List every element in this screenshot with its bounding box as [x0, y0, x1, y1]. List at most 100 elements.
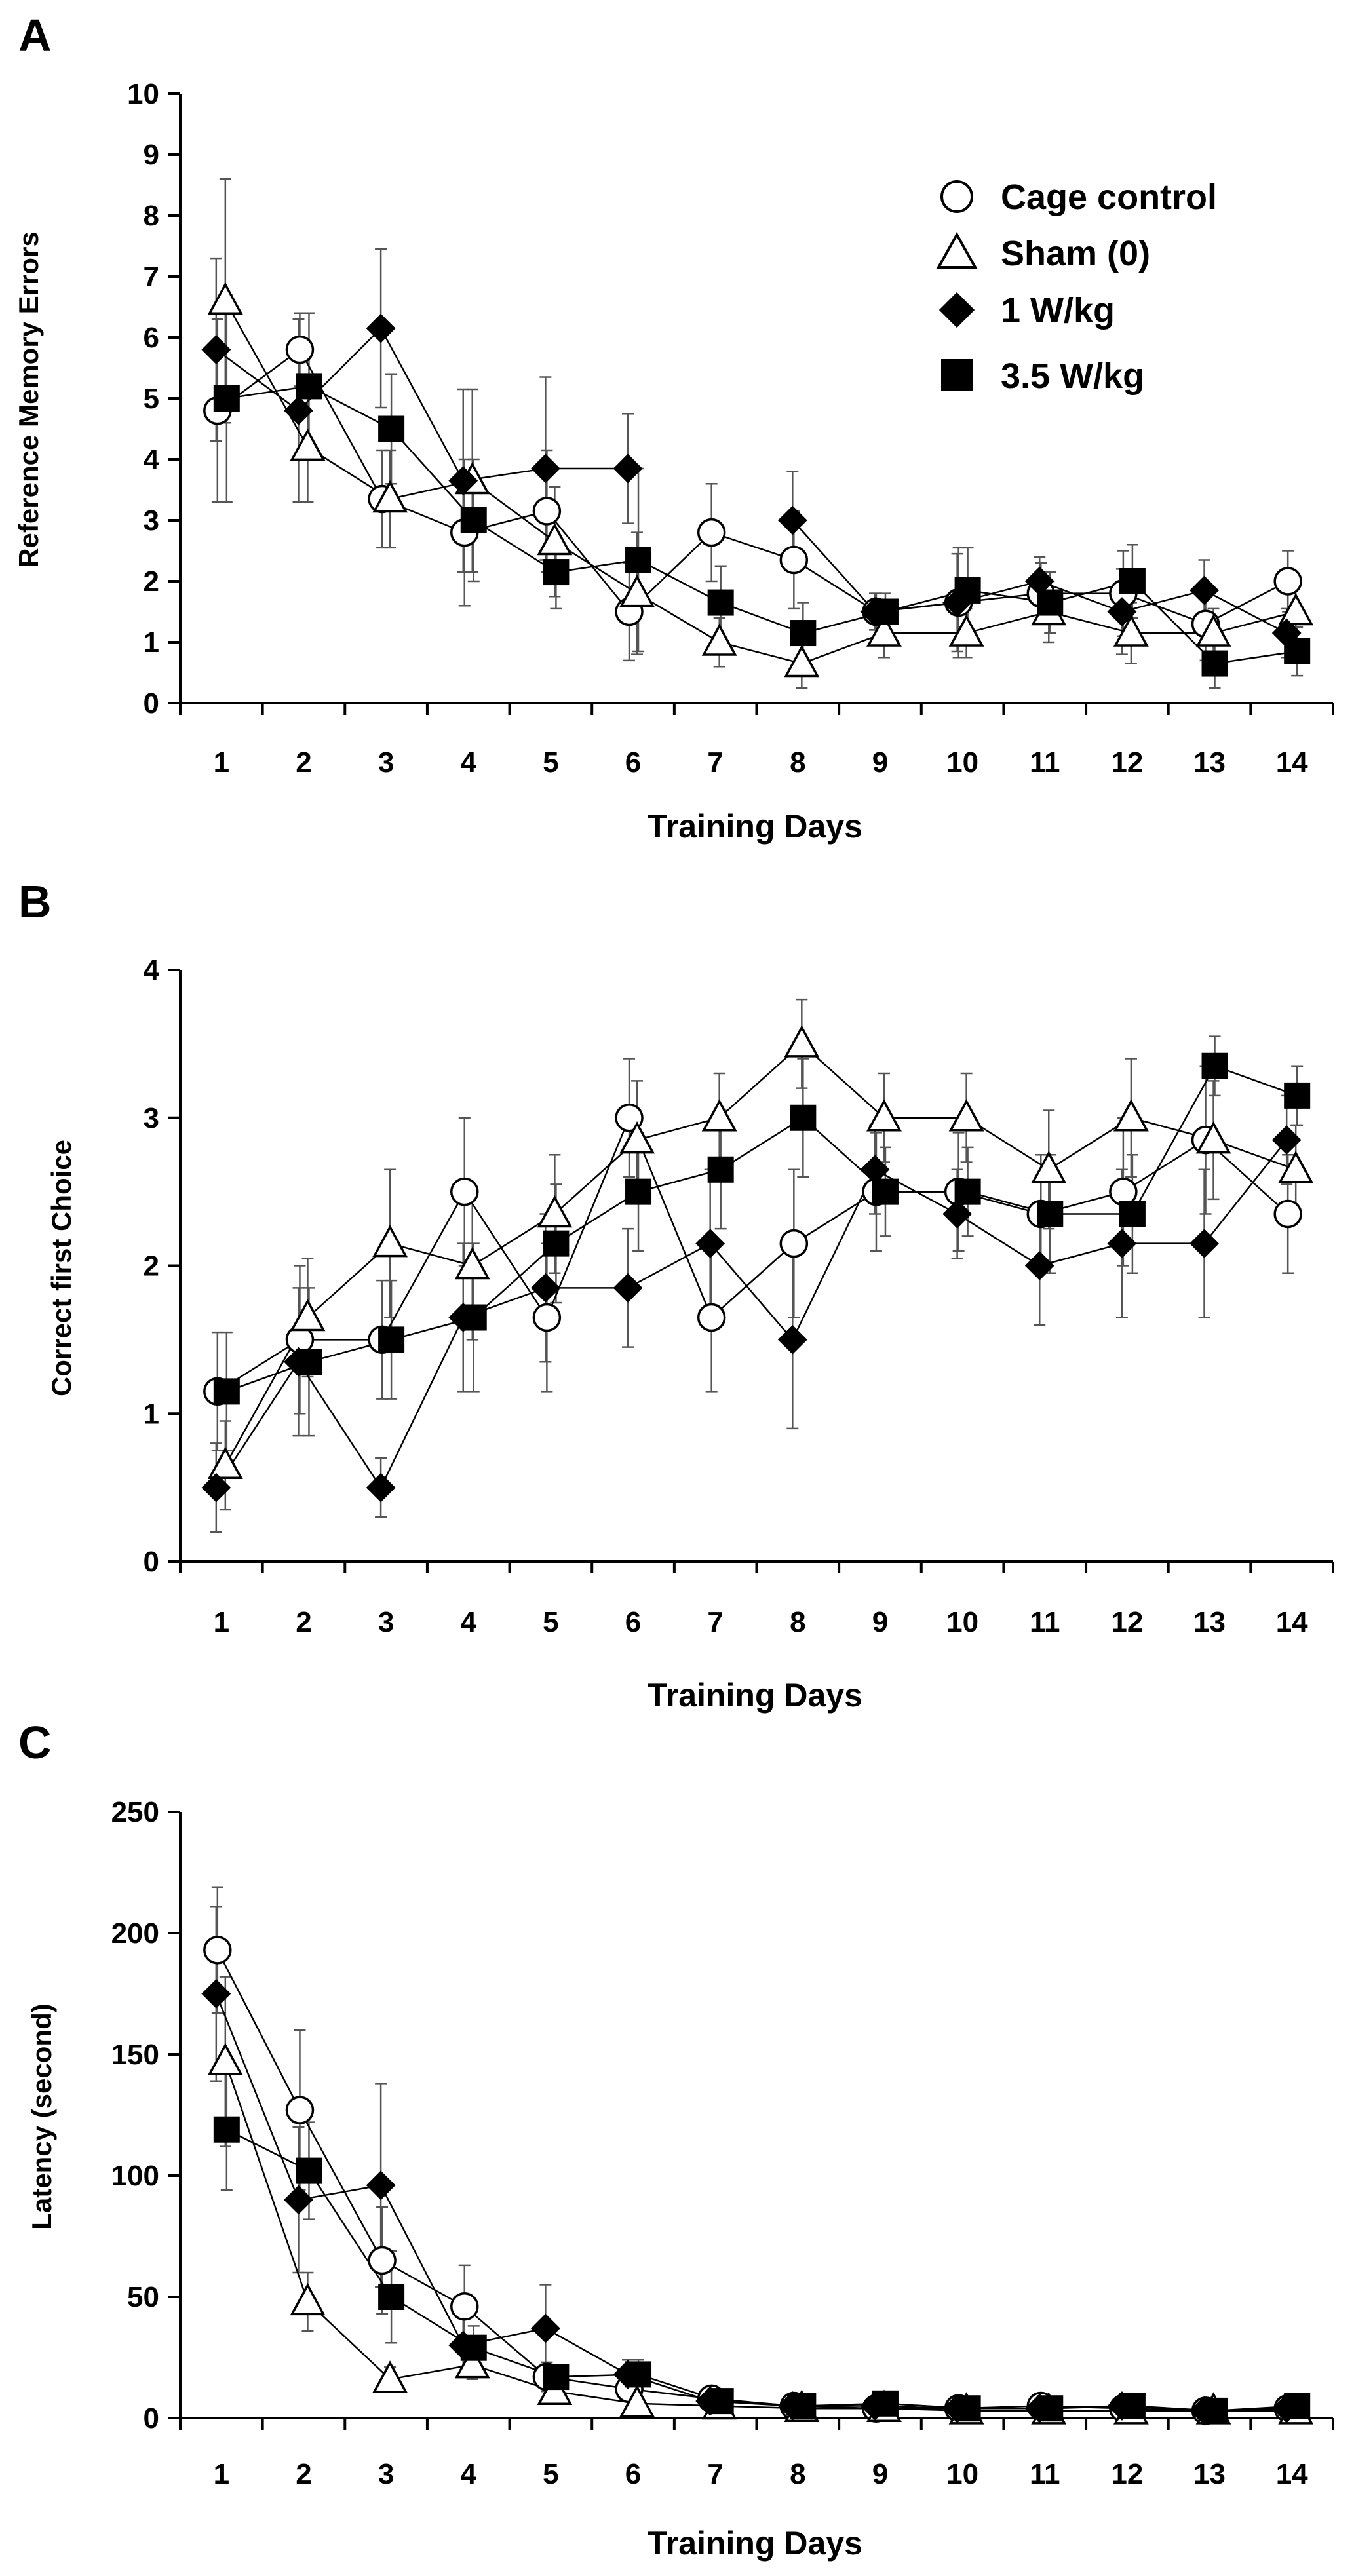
- panel-c-letter: C: [18, 1717, 52, 1768]
- data-point-cage-control: [1273, 567, 1302, 596]
- x-tick-label: 12: [1111, 2458, 1143, 2490]
- panel-a-x-axis-title: Training Days: [648, 808, 862, 845]
- x-tick-label: 12: [1111, 746, 1143, 779]
- x-tick-label: 13: [1193, 2458, 1226, 2490]
- x-tick-label: 3: [378, 1606, 394, 1638]
- y-tick-label: 1: [144, 1398, 159, 1430]
- x-tick-label: 8: [790, 746, 805, 779]
- panel-c-plot-area: [201, 1886, 1314, 2426]
- y-tick-label: 2: [144, 1250, 159, 1282]
- x-tick-label: 5: [543, 1606, 558, 1638]
- series-line-sham-0: [224, 300, 1296, 664]
- data-point-sham-0: [701, 1099, 737, 1132]
- legend-marker-circle: [940, 180, 973, 213]
- data-point-sham-0: [784, 644, 820, 678]
- data-point-sham-0: [1278, 1151, 1314, 1183]
- data-point-1-w-kg: [284, 2185, 313, 2215]
- y-tick-label: 250: [111, 1796, 159, 1828]
- data-point-3-5-w-kg: [1201, 2397, 1228, 2424]
- data-point-sham-0: [619, 574, 655, 607]
- x-tick-label: 3: [378, 2458, 394, 2490]
- data-point-sham-0: [537, 522, 573, 556]
- legend-label-cage-control: Cage control: [1001, 178, 1217, 217]
- panel-c-x-ticks: 1 2 3 4 5 6 7 8 9 10 11 12 13 14: [179, 2418, 1334, 2490]
- data-point-3-5-w-kg: [872, 2390, 899, 2417]
- data-point-3-5-w-kg: [1037, 2395, 1064, 2422]
- x-tick-label: 8: [790, 1606, 805, 1638]
- data-point-1-w-kg: [613, 1273, 643, 1303]
- data-point-sham-0: [290, 428, 326, 461]
- data-point-sham-0: [866, 614, 902, 647]
- data-point-sham-0: [372, 2360, 408, 2393]
- legend-label-1wkg: 1 W/kg: [1001, 291, 1115, 330]
- data-point-3-5-w-kg: [213, 385, 240, 412]
- y-tick-label: 50: [127, 2281, 159, 2313]
- x-tick-label: 10: [946, 1606, 978, 1638]
- data-point-3-5-w-kg: [1119, 568, 1146, 594]
- data-point-3-5-w-kg: [460, 1304, 487, 1331]
- data-point-sham-0: [1031, 1151, 1067, 1183]
- series-markers: [201, 1936, 1314, 2426]
- data-point-sham-0: [207, 1446, 243, 1480]
- data-point-3-5-w-kg: [872, 598, 899, 625]
- panel-b-y-axis-title: Correct first Choice: [46, 1140, 77, 1396]
- x-tick-label: 6: [625, 1606, 641, 1638]
- data-point-3-5-w-kg: [707, 589, 734, 616]
- x-tick-label: 7: [707, 746, 723, 779]
- data-point-3-5-w-kg: [296, 1349, 322, 1375]
- data-point-3-5-w-kg: [1284, 1082, 1311, 1109]
- data-point-cage-control: [697, 518, 726, 547]
- panel-a-y-ticks: 0 1 2 3 4 5 6 7 8 9 10: [127, 78, 180, 720]
- data-point-sham-0: [1113, 1099, 1149, 1132]
- data-point-3-5-w-kg: [625, 2361, 652, 2388]
- y-tick-label: 10: [127, 78, 159, 110]
- legend: Cage control Sham (0) 1 W/kg 3.5 W/kg: [936, 178, 1217, 396]
- data-point-1-w-kg: [1190, 575, 1219, 606]
- data-point-sham-0: [784, 1025, 820, 1058]
- data-point-3-5-w-kg: [1284, 2393, 1311, 2419]
- data-point-3-5-w-kg: [872, 1178, 899, 1205]
- panel-b-x-axis-title: Training Days: [648, 1677, 862, 1714]
- data-point-3-5-w-kg: [543, 559, 570, 586]
- legend-item-1wkg: 1 W/kg: [938, 291, 1115, 330]
- data-point-3-5-w-kg: [1037, 589, 1064, 616]
- series-line-1-w-kg: [215, 1139, 1288, 1490]
- data-point-sham-0: [619, 2385, 655, 2417]
- x-tick-label: 14: [1276, 1606, 1308, 1638]
- data-point-cage-control: [1273, 1199, 1302, 1229]
- data-point-3-5-w-kg: [460, 2334, 487, 2361]
- y-tick-label: 7: [144, 261, 159, 293]
- data-point-3-5-w-kg: [707, 1156, 734, 1183]
- y-tick-label: 8: [144, 200, 159, 232]
- data-point-3-5-w-kg: [625, 547, 652, 573]
- x-tick-label: 13: [1193, 746, 1226, 779]
- data-point-sham-0: [372, 1224, 408, 1258]
- data-point-cage-control: [368, 2246, 397, 2275]
- data-point-1-w-kg: [366, 1472, 396, 1503]
- y-tick-label: 0: [144, 1546, 159, 1578]
- data-point-1-w-kg: [201, 1472, 231, 1503]
- data-point-1-w-kg: [1107, 1229, 1137, 1259]
- x-tick-label: 5: [543, 2458, 558, 2490]
- data-point-3-5-w-kg: [790, 1104, 817, 1131]
- x-tick-label: 13: [1193, 1606, 1226, 1638]
- series-markers: [201, 1025, 1314, 1503]
- x-tick-label: 7: [707, 1606, 723, 1638]
- legend-marker-triangle: [936, 231, 978, 269]
- data-point-sham-0: [1195, 1121, 1231, 1154]
- y-tick-label: 6: [144, 322, 159, 354]
- x-tick-label: 7: [707, 2458, 723, 2490]
- data-point-1-w-kg: [530, 2313, 560, 2343]
- data-point-3-5-w-kg: [954, 1178, 981, 1205]
- x-tick-label: 11: [1030, 2458, 1060, 2490]
- panel-a-x-ticks: 1 2 3 4 5 6 7 8 9 10 11 12 13 14: [179, 703, 1334, 779]
- y-tick-label: 4: [144, 954, 160, 986]
- x-tick-label: 5: [543, 746, 558, 779]
- data-point-3-5-w-kg: [1201, 1052, 1228, 1079]
- y-tick-label: 150: [111, 2039, 159, 2071]
- data-point-3-5-w-kg: [1119, 1201, 1146, 1227]
- data-point-3-5-w-kg: [1037, 1201, 1064, 1227]
- data-point-sham-0: [948, 1099, 984, 1132]
- data-point-cage-control: [203, 1936, 232, 1965]
